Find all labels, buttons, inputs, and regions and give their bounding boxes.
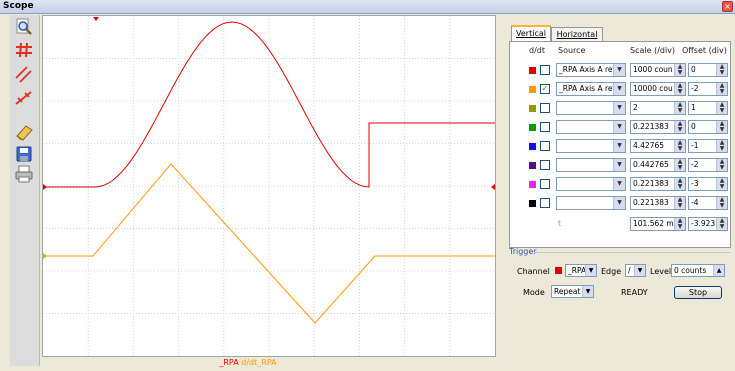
red-offset-marker-right[interactable] <box>491 184 495 190</box>
title-bar: Scope × <box>0 0 735 14</box>
erase-icon[interactable] <box>13 122 35 142</box>
channel-color-swatch[interactable] <box>529 200 536 207</box>
trace-ddt-rpa <box>43 163 495 324</box>
trigger-level-label: Level <box>650 267 672 276</box>
trigger-mode-label: Mode <box>523 288 545 297</box>
ddt-checkbox[interactable] <box>540 179 550 189</box>
channel-color-swatch[interactable] <box>529 124 536 131</box>
channel-row: ▼ 4.42765 ▲ ▼ -1 ▲ ▼ <box>510 138 730 156</box>
channel-row: _RPA Axis A ref ▼ 1000 coun ▲ ▼ 0 ▲ ▼ <box>510 62 730 80</box>
channel-row: ▼ 0.442765 ▲ ▼ -2 ▲ ▼ <box>510 157 730 175</box>
header-ddt: d/dt <box>529 46 545 55</box>
close-button[interactable]: × <box>722 1 733 12</box>
scale-field[interactable]: 0.221383 ▲ ▼ <box>630 120 686 134</box>
ddt-checkbox[interactable] <box>540 141 550 151</box>
scale-field[interactable]: 0.221383 ▲ ▼ <box>630 196 686 210</box>
source-select[interactable]: _RPA Axis A ref ▼ <box>556 82 626 96</box>
ddt-checkbox[interactable] <box>540 198 550 208</box>
scale-field[interactable]: 2 ▲ ▼ <box>630 101 686 115</box>
ddt-checkbox[interactable] <box>540 103 550 113</box>
trace-rpa <box>43 21 495 188</box>
scope-plot <box>43 16 495 356</box>
trigger-channel-label: Channel <box>517 267 550 276</box>
offset-field[interactable]: -2 ▲ ▼ <box>688 82 728 96</box>
source-select[interactable]: ▼ <box>556 196 626 210</box>
ddt-checkbox[interactable] <box>540 122 550 132</box>
settings-panel: Vertical Horizontal d/dt Source Scale (/… <box>499 15 735 371</box>
source-select[interactable]: _RPA Axis A ref ▼ <box>556 63 626 77</box>
vertical-settings: d/dt Source Scale (/div) Offset (div) _R… <box>509 41 731 248</box>
trigger-title: Trigger <box>509 247 537 256</box>
red-offset-marker-left[interactable] <box>43 184 47 190</box>
trigger-time-marker[interactable] <box>93 17 99 21</box>
channel-color-swatch[interactable] <box>529 143 536 150</box>
save-icon[interactable] <box>13 144 35 164</box>
stop-button[interactable]: Stop <box>674 286 722 299</box>
plot-legend: _RPA d/dt_RPA <box>0 358 496 367</box>
trigger-divider <box>534 252 731 253</box>
legend-series2: d/dt_RPA <box>241 358 277 367</box>
window-title: Scope <box>3 1 34 11</box>
offset-field[interactable]: 0 ▲ ▼ <box>688 63 728 77</box>
source-select[interactable]: ▼ <box>556 101 626 115</box>
offset-field[interactable]: 0 ▲ ▼ <box>688 120 728 134</box>
cursor-markers-icon[interactable] <box>13 88 35 108</box>
ddt-checkbox[interactable]: ✓ <box>540 84 550 94</box>
trigger-status: READY <box>621 288 648 297</box>
ddt-checkbox[interactable] <box>540 160 550 170</box>
ddt-checkbox[interactable] <box>540 65 550 75</box>
time-label: t <box>558 219 562 228</box>
channel-row: ▼ 0.221383 ▲ ▼ -3 ▲ ▼ <box>510 176 730 194</box>
scale-field[interactable]: 4.42765 ▲ ▼ <box>630 139 686 153</box>
scale-field[interactable]: 0.221383 ▲ ▼ <box>630 177 686 191</box>
scale-field[interactable]: 10000 cou ▲ ▼ <box>630 82 686 96</box>
channel-color-swatch[interactable] <box>529 86 536 93</box>
header-scale: Scale (/div) <box>630 46 676 55</box>
toolbar <box>10 15 40 366</box>
trigger-edge-label: Edge <box>601 267 622 276</box>
time-scale-field[interactable]: 101.562 m ▲ ▼ <box>630 217 686 231</box>
channel-color-swatch[interactable] <box>529 67 536 74</box>
legend-series1: _RPA <box>219 358 239 367</box>
header-source: Source <box>558 46 586 55</box>
header-offset: Offset (div) <box>682 46 727 55</box>
trigger-channel-select[interactable]: _RPA ▼ <box>565 264 597 277</box>
offset-field[interactable]: -1 ▲ ▼ <box>688 139 728 153</box>
print-icon[interactable] <box>13 164 35 184</box>
channel-row: ▼ 0.221383 ▲ ▼ -4 ▲ ▼ <box>510 195 730 213</box>
grid-icon[interactable] <box>13 40 35 60</box>
offset-field[interactable]: 1 ▲ ▼ <box>688 101 728 115</box>
source-select[interactable]: ▼ <box>556 139 626 153</box>
source-select[interactable]: ▼ <box>556 177 626 191</box>
trigger-mode-select[interactable]: Repeat ▼ <box>551 285 594 298</box>
offset-field[interactable]: -2 ▲ ▼ <box>688 158 728 172</box>
channel-color-swatch[interactable] <box>529 105 536 112</box>
scale-field[interactable]: 0.442765 ▲ ▼ <box>630 158 686 172</box>
time-row: t 101.562 m ▲ ▼ -3.923 ▲ ▼ <box>510 216 730 234</box>
source-select[interactable]: ▼ <box>556 120 626 134</box>
source-select[interactable]: ▼ <box>556 158 626 172</box>
tab-horizontal[interactable]: Horizontal <box>551 27 603 41</box>
zoom-icon[interactable] <box>13 17 35 37</box>
measure-lines-icon[interactable] <box>13 64 35 84</box>
trigger-channel-swatch <box>555 267 562 274</box>
orange-offset-marker-left[interactable] <box>43 253 47 259</box>
offset-field[interactable]: -3 ▲ ▼ <box>688 177 728 191</box>
trigger-level-field[interactable]: 0 counts ▲ <box>671 264 725 277</box>
scale-field[interactable]: 1000 coun ▲ ▼ <box>630 63 686 77</box>
channel-color-swatch[interactable] <box>529 181 536 188</box>
channel-row: ▼ 2 ▲ ▼ 1 ▲ ▼ <box>510 100 730 118</box>
plot-grid <box>43 16 495 356</box>
channel-row: ✓ _RPA Axis A ref ▼ 10000 cou ▲ ▼ -2 ▲ ▼ <box>510 81 730 99</box>
channel-row: ▼ 0.221383 ▲ ▼ 0 ▲ ▼ <box>510 119 730 137</box>
channel-color-swatch[interactable] <box>529 162 536 169</box>
trigger-edge-select[interactable]: / ▼ <box>625 264 646 277</box>
tab-vertical[interactable]: Vertical <box>511 25 551 42</box>
scope-plot-area[interactable] <box>42 15 496 357</box>
time-offset-field[interactable]: -3.923 ▲ ▼ <box>688 217 728 231</box>
offset-field[interactable]: -4 ▲ ▼ <box>688 196 728 210</box>
